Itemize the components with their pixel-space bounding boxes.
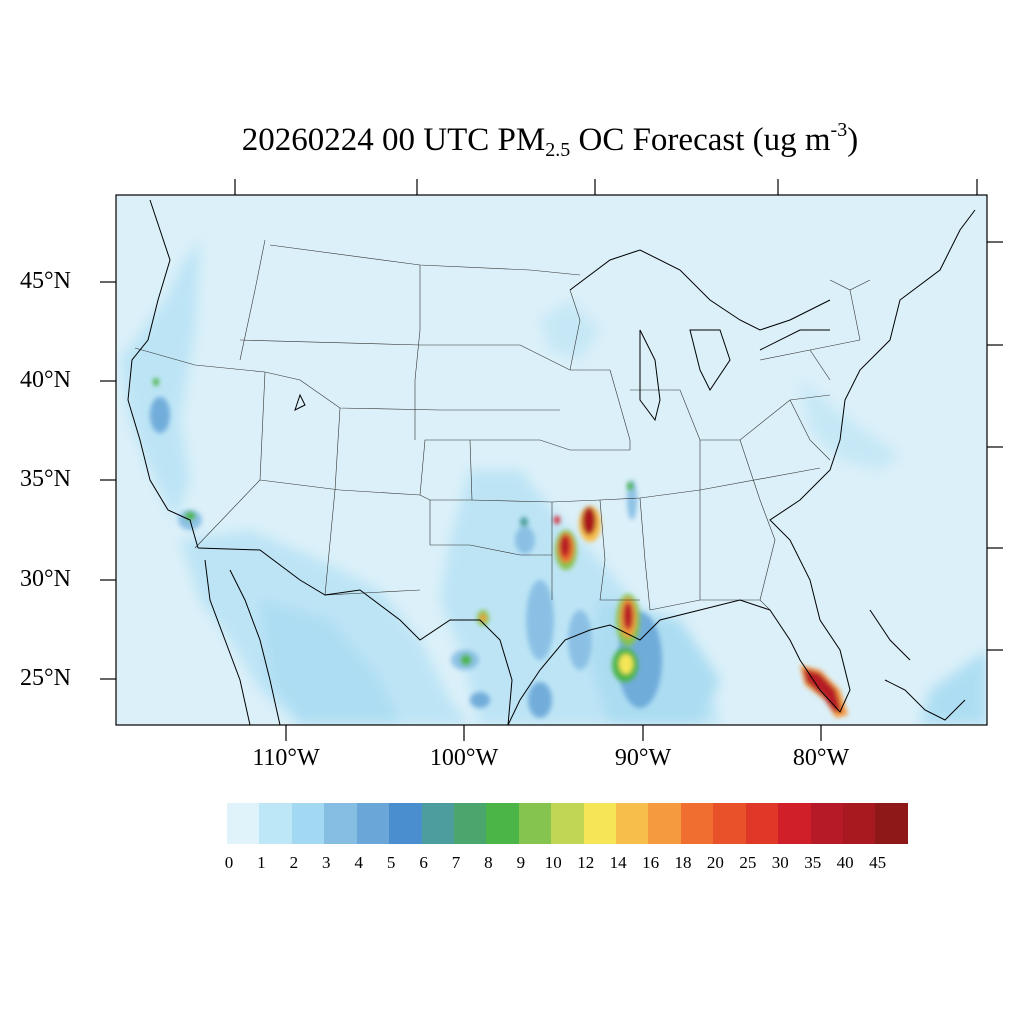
- colorbar-box-16: [745, 803, 779, 844]
- colorbar-box-19: [843, 803, 876, 844]
- colorbar-label-12: 12: [577, 853, 595, 872]
- hotspot-gulf-core: [619, 654, 633, 674]
- lat-label-45: 45°N: [20, 268, 71, 294]
- field-west-coast: [120, 240, 200, 520]
- colorbar-box-17: [778, 803, 811, 844]
- coastlines: [127, 199, 976, 725]
- colorbar-box-10: [551, 803, 584, 844]
- colorbar-label-18: 18: [674, 853, 692, 872]
- colorbar-label-1: 1: [257, 853, 266, 872]
- colorbar-label-7: 7: [451, 853, 461, 872]
- field-ca-valley: [150, 397, 170, 433]
- lon-label-80: 80°W: [792, 745, 850, 771]
- colorbar-box-0: [227, 803, 260, 844]
- field-miss-river: [627, 480, 637, 520]
- colorbar-box-12: [616, 803, 649, 844]
- title-date: 20260224: [241, 122, 374, 158]
- field-south-texas: [528, 682, 552, 718]
- colorbar-label-6: 6: [419, 853, 428, 872]
- hotspot-socal: [185, 512, 195, 520]
- hotspot-etx-core: [560, 535, 570, 557]
- colorbar-box-3: [324, 803, 357, 844]
- field-east-coast: [800, 380, 900, 470]
- field-texas-plume-a: [526, 580, 554, 660]
- colorbar-label-35: 35: [804, 853, 822, 872]
- title-text-a: 00 UTC PM: [373, 122, 546, 158]
- tick-marks: [100, 179, 1003, 741]
- colorbar-box-11: [583, 803, 617, 844]
- colorbar-box-20: [875, 803, 908, 844]
- colorbar-box-6: [421, 803, 454, 844]
- colorbar-label-3: 3: [322, 853, 331, 872]
- map-frame: [115, 194, 988, 726]
- map-title: 20260224 00 UTC PM2.5 OC Forecast (ug m-…: [0, 119, 1024, 162]
- field-east-tx: [515, 526, 535, 554]
- colorbar-box-18: [810, 803, 844, 844]
- colorbar-label-5: 5: [386, 853, 396, 872]
- colorbar-label-8: 8: [484, 853, 493, 872]
- colorbar-label-14: 14: [609, 853, 627, 872]
- colorbar-label-25: 25: [739, 853, 757, 872]
- field-mexico: [260, 600, 400, 725]
- hotspot-stx-core: [480, 614, 486, 622]
- title-superscript: -3: [830, 119, 848, 141]
- hotspot-etx-north: [554, 516, 560, 524]
- hotspot-mx: [461, 655, 471, 665]
- title-text-c: ): [847, 122, 859, 158]
- field-texas-plume-b: [568, 610, 592, 670]
- lon-label-100: 100°W: [429, 745, 499, 771]
- colorbar-box-14: [680, 803, 714, 844]
- colorbar-labels: 0 1 2 3 4 5 6 7 8 9 10 12 14 16 18 20 25 30 35 40 45: [224, 853, 908, 873]
- field-southeast-corner: [920, 650, 987, 725]
- colorbar-label-10: 10: [544, 853, 562, 872]
- colorbar-box-1: [259, 803, 292, 844]
- colorbar-box-4: [356, 803, 390, 844]
- colorbar-label-40: 40: [836, 853, 854, 872]
- title-subscript: 2.5: [545, 139, 571, 161]
- colorbar-label-0: 0: [224, 853, 234, 872]
- colorbar-box-13: [648, 803, 681, 844]
- colorbar-box-15: [713, 803, 746, 844]
- colorbar: [227, 803, 908, 844]
- field-great-lakes: [540, 300, 600, 360]
- title-text-b: OC Forecast (ug m: [570, 122, 831, 158]
- colorbar-label-30: 30: [771, 853, 789, 872]
- lat-label-25: 25°N: [20, 665, 71, 691]
- lat-label-35: 35°N: [20, 466, 71, 492]
- colorbar-box-9: [518, 803, 552, 844]
- state-boundaries: [134, 239, 871, 611]
- hotspot-miss: [627, 482, 633, 490]
- colorbar-label-16: 16: [642, 853, 660, 872]
- lat-label-40: 40°N: [20, 367, 71, 393]
- lat-label-30: 30°N: [20, 566, 71, 592]
- colorbar-box-7: [453, 803, 487, 844]
- colorbar-label-2: 2: [289, 853, 299, 872]
- colorbar-label-9: 9: [516, 853, 526, 872]
- colorbar-label-4: 4: [354, 853, 363, 872]
- hotspot-la-ar-core: [582, 507, 596, 535]
- colorbar-label-45: 45: [869, 853, 887, 872]
- lon-label-90: 90°W: [614, 745, 672, 771]
- lon-label-110: 110°W: [252, 745, 320, 771]
- colorbar-box-2: [291, 803, 325, 844]
- hotspot-ca-north: [153, 378, 159, 386]
- hotspot-ok: [520, 517, 528, 527]
- hotspot-sela-core: [623, 602, 633, 630]
- field-mexico-b: [470, 692, 490, 708]
- colorbar-box-5: [389, 803, 422, 844]
- concentration-field: [120, 199, 987, 725]
- colorbar-label-20: 20: [706, 853, 724, 872]
- colorbar-box-8: [486, 803, 519, 844]
